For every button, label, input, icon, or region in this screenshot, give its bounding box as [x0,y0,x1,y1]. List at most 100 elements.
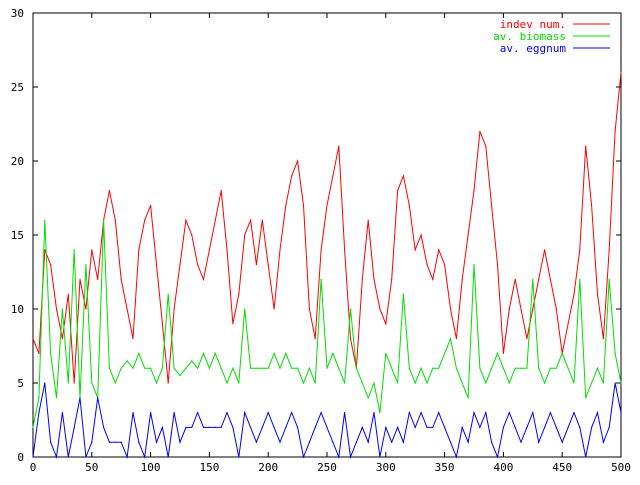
data-point-av-biomass [544,382,546,384]
data-point-indev-num [202,278,205,280]
data-point-indev-num [620,71,622,73]
data-point-av-eggnum [373,412,375,414]
data-point-av-biomass [491,367,493,369]
data-point-av-eggnum [126,456,128,458]
data-point-av-biomass [514,367,516,369]
x-tick-label: 300 [376,461,396,474]
data-point-indev-num [579,249,581,251]
data-point-av-biomass [561,352,563,354]
data-point-indev-num [567,323,569,325]
data-point-indev-num [391,278,393,280]
data-point-av-biomass [479,367,481,369]
x-tick-label: 50 [85,461,98,474]
data-point-av-biomass [449,338,452,340]
data-point-indev-num [61,338,64,340]
x-tick-label: 250 [317,461,337,474]
data-point-av-eggnum [44,382,46,384]
y-tick-label: 20 [11,155,24,168]
data-point-av-eggnum [514,426,516,428]
data-point-indev-num [538,278,540,280]
data-point-indev-num [502,352,504,354]
data-point-av-eggnum [544,426,546,428]
data-point-av-eggnum [461,426,463,428]
data-point-indev-num [332,175,334,177]
data-point-av-eggnum [420,412,422,414]
data-point-indev-num [491,204,493,206]
data-point-av-eggnum [596,412,599,414]
data-point-indev-num [261,219,263,221]
data-point-indev-num [555,308,557,310]
data-point-av-biomass [385,352,387,354]
y-tick-label: 5 [17,377,24,390]
data-point-indev-num [508,308,510,310]
data-point-av-biomass [549,367,552,369]
data-point-av-eggnum [344,412,346,414]
data-point-av-biomass [485,382,487,384]
data-point-av-eggnum [279,441,281,443]
data-point-indev-num [320,249,322,251]
data-point-indev-num [526,338,528,340]
data-point-indev-num [314,338,316,340]
legend-label-av-eggnum: av. eggnum [500,42,567,55]
data-point-av-biomass [167,293,169,295]
data-point-indev-num [402,175,404,177]
data-point-av-eggnum [79,397,81,399]
data-point-indev-num [591,204,593,206]
data-point-av-biomass [291,367,293,369]
data-point-av-eggnum [197,412,199,414]
data-point-av-biomass [326,367,328,369]
y-tick-label: 10 [11,303,24,316]
data-point-av-biomass [361,382,363,384]
data-point-indev-num [150,204,152,206]
data-point-av-eggnum [361,426,363,428]
data-point-av-eggnum [61,412,64,414]
data-point-av-eggnum [255,441,257,443]
data-point-av-eggnum [532,412,534,414]
data-point-av-biomass [349,308,352,310]
data-point-av-eggnum [408,412,410,414]
data-point-av-eggnum [138,441,140,443]
x-tick-label: 500 [611,461,631,474]
data-point-indev-num [297,160,299,162]
data-point-av-biomass [61,308,64,310]
data-point-indev-num [173,308,175,310]
data-point-indev-num [250,219,252,221]
data-point-indev-num [73,382,75,384]
data-point-av-biomass [414,382,416,384]
data-point-av-eggnum [226,412,228,414]
data-point-indev-num [473,190,475,192]
data-point-av-eggnum [120,441,122,443]
data-point-av-eggnum [338,456,340,458]
data-point-av-eggnum [173,412,175,414]
data-point-av-eggnum [244,412,246,414]
data-point-indev-num [144,219,146,221]
data-point-av-biomass [508,382,510,384]
data-point-av-biomass [197,367,199,369]
data-point-av-biomass [532,278,534,280]
data-point-indev-num [97,278,99,280]
data-point-av-eggnum [326,426,328,428]
data-point-av-eggnum [455,456,457,458]
series-line-indev-num [32,72,622,384]
data-point-av-biomass [596,367,599,369]
series-av-eggnum [32,382,622,459]
x-tick-label: 100 [141,461,161,474]
data-point-av-eggnum [73,426,75,428]
data-point-av-biomass [202,352,205,354]
data-point-av-eggnum [91,441,93,443]
data-point-av-eggnum [55,456,58,458]
data-point-av-biomass [355,367,357,369]
data-point-av-eggnum [261,426,263,428]
data-point-av-eggnum [297,426,299,428]
data-point-indev-num [438,249,440,251]
data-point-av-biomass [614,352,616,354]
data-point-av-biomass [620,382,622,384]
data-point-av-biomass [44,219,46,221]
data-point-indev-num [126,308,128,310]
data-point-av-biomass [114,382,116,384]
data-point-av-biomass [467,397,469,399]
data-point-av-eggnum [467,441,469,443]
data-point-av-biomass [285,352,287,354]
data-point-indev-num [449,308,452,310]
